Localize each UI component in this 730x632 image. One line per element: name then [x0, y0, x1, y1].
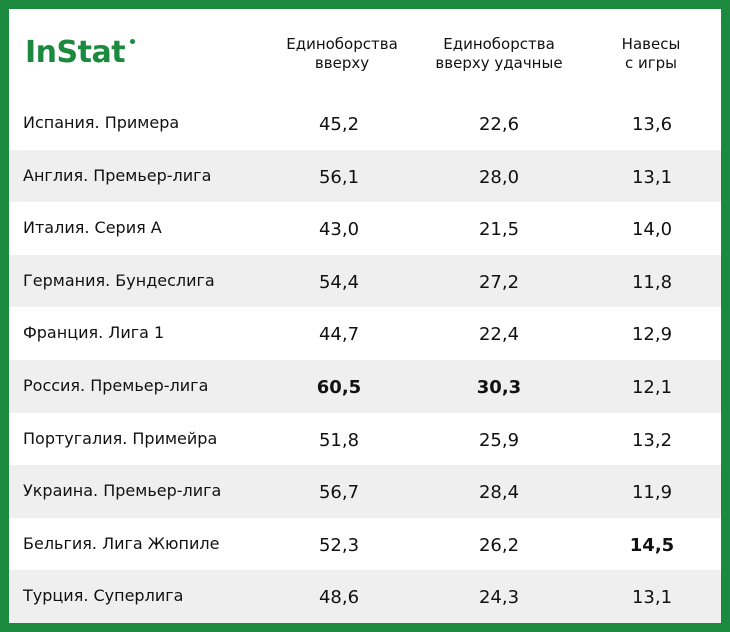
value-cell: 24,3 [478, 587, 520, 609]
league-name: Германия. Бундеслига [23, 270, 215, 290]
table-row: Бельгия. Лига Жюпиле 52,3 26,2 14,5 [9, 518, 721, 571]
league-name: Россия. Премьер-лига [23, 375, 209, 395]
value-cell: 22,6 [478, 114, 520, 135]
value-cell: 13,6 [631, 114, 673, 135]
value-cell: 28,0 [478, 166, 520, 188]
logo-dot-icon [130, 39, 135, 44]
value-cell: 44,7 [318, 324, 360, 346]
value-cell: 12,1 [631, 376, 673, 398]
column-header-line: с игры [624, 54, 677, 72]
league-name: Турция. Суперлига [23, 586, 184, 606]
table-row: Украина. Премьер-лига 56,7 28,4 11,9 [9, 465, 721, 518]
league-name: Бельгия. Лига Жюпиле [23, 533, 220, 553]
column-header-crosses: Навесы с игры [596, 35, 706, 73]
value-cell: 54,4 [318, 271, 360, 293]
value-cell: 28,4 [478, 482, 520, 504]
column-header-line: Навесы [621, 35, 681, 53]
column-header-aerial-duels-won: Единоборства вверху удачные [419, 35, 579, 73]
value-cell: 22,4 [478, 324, 520, 346]
column-header-line: вверху удачные [435, 54, 563, 72]
value-cell: 13,1 [631, 587, 673, 609]
value-cell: 56,7 [318, 482, 360, 504]
league-name: Англия. Премьер-лига [23, 165, 212, 185]
column-header-aerial-duels: Единоборства вверху [277, 35, 407, 73]
column-header-line: Единоборства [443, 35, 555, 53]
value-cell: 13,1 [631, 166, 673, 188]
table-header: InStat Единоборства вверху Единоборства … [9, 9, 721, 97]
table-row: Италия. Серия А 43,0 21,5 14,0 [9, 202, 721, 255]
table-row: Германия. Бундеслига 54,4 27,2 11,8 [9, 254, 721, 308]
value-cell: 21,5 [478, 219, 520, 241]
instat-logo: InStat [25, 35, 126, 70]
value-cell: 11,8 [631, 271, 673, 293]
value-cell: 11,9 [631, 482, 673, 504]
value-cell: 14,5 [629, 534, 675, 556]
league-name: Португалия. Примейра [23, 428, 218, 448]
table-row: Турция. Суперлига 48,6 24,3 13,1 [9, 570, 721, 623]
league-name: Украина. Премьер-лига [23, 481, 222, 501]
value-cell: 25,9 [478, 429, 520, 451]
value-cell: 60,5 [316, 376, 362, 398]
value-cell: 43,0 [318, 219, 360, 241]
table-row: Россия. Премьер-лига 60,5 30,3 12,1 [9, 359, 721, 413]
value-cell: 51,8 [318, 429, 360, 451]
league-name: Италия. Серия А [23, 218, 162, 238]
value-cell: 14,0 [631, 219, 673, 241]
table-row: Англия. Премьер-лига 56,1 28,0 13,1 [9, 149, 721, 203]
value-cell: 30,3 [476, 376, 522, 398]
value-cell: 48,6 [318, 587, 360, 609]
value-cell: 56,1 [318, 166, 360, 188]
column-header-line: Единоборства [286, 35, 398, 53]
table-body: Испания. Примера 45,2 22,6 13,6 Англия. Прем… [9, 97, 721, 623]
league-name: Испания. Примера [23, 113, 180, 132]
league-name: Франция. Лига 1 [23, 323, 165, 343]
column-header-line: вверху [314, 54, 370, 72]
value-cell: 27,2 [478, 271, 520, 293]
value-cell: 45,2 [318, 114, 360, 135]
value-cell: 13,2 [631, 429, 673, 451]
table-row: Португалия. Примейра 51,8 25,9 13,2 [9, 413, 721, 466]
table-row: Франция. Лига 1 44,7 22,4 12,9 [9, 307, 721, 360]
table-row: Испания. Примера 45,2 22,6 13,6 [9, 97, 721, 150]
value-cell: 52,3 [318, 534, 360, 556]
value-cell: 12,9 [631, 324, 673, 346]
value-cell: 26,2 [478, 534, 520, 556]
